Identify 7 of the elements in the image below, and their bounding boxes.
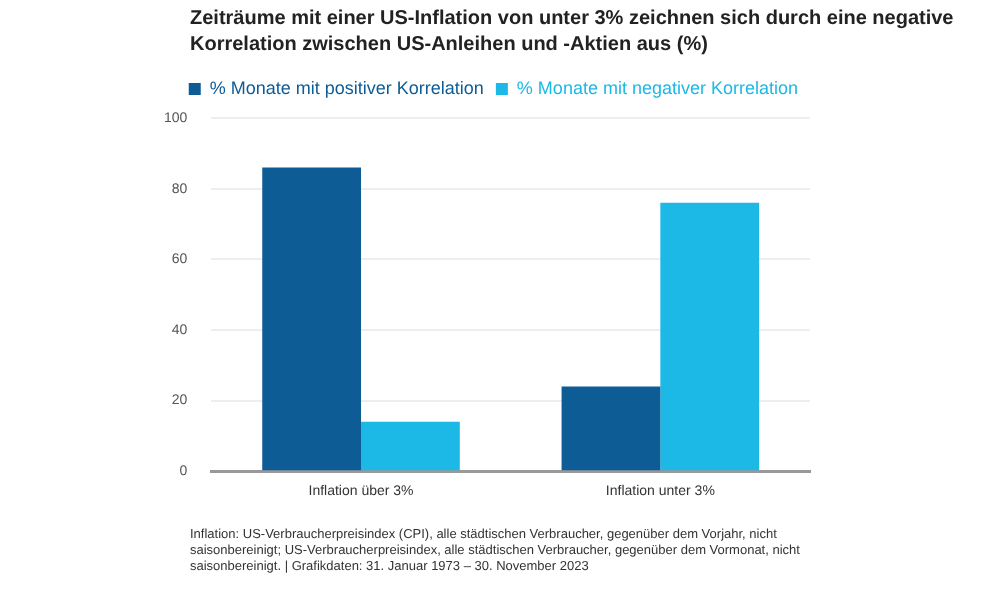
- chart-title: Zeiträume mit einer US-Inflation von unter 3% zeichnen sich durch eine negative Korrelation zwischen US-Anleihen und -Aktien aus (%): [190, 6, 956, 58]
- legend-label: % Monate mit positiver Korrelation: [209, 77, 484, 98]
- bar: [561, 386, 661, 471]
- legend-label: % Monate mit negativer Korrelation: [516, 77, 799, 98]
- bar: [361, 421, 460, 471]
- bar: [660, 202, 760, 471]
- bar: [262, 167, 362, 471]
